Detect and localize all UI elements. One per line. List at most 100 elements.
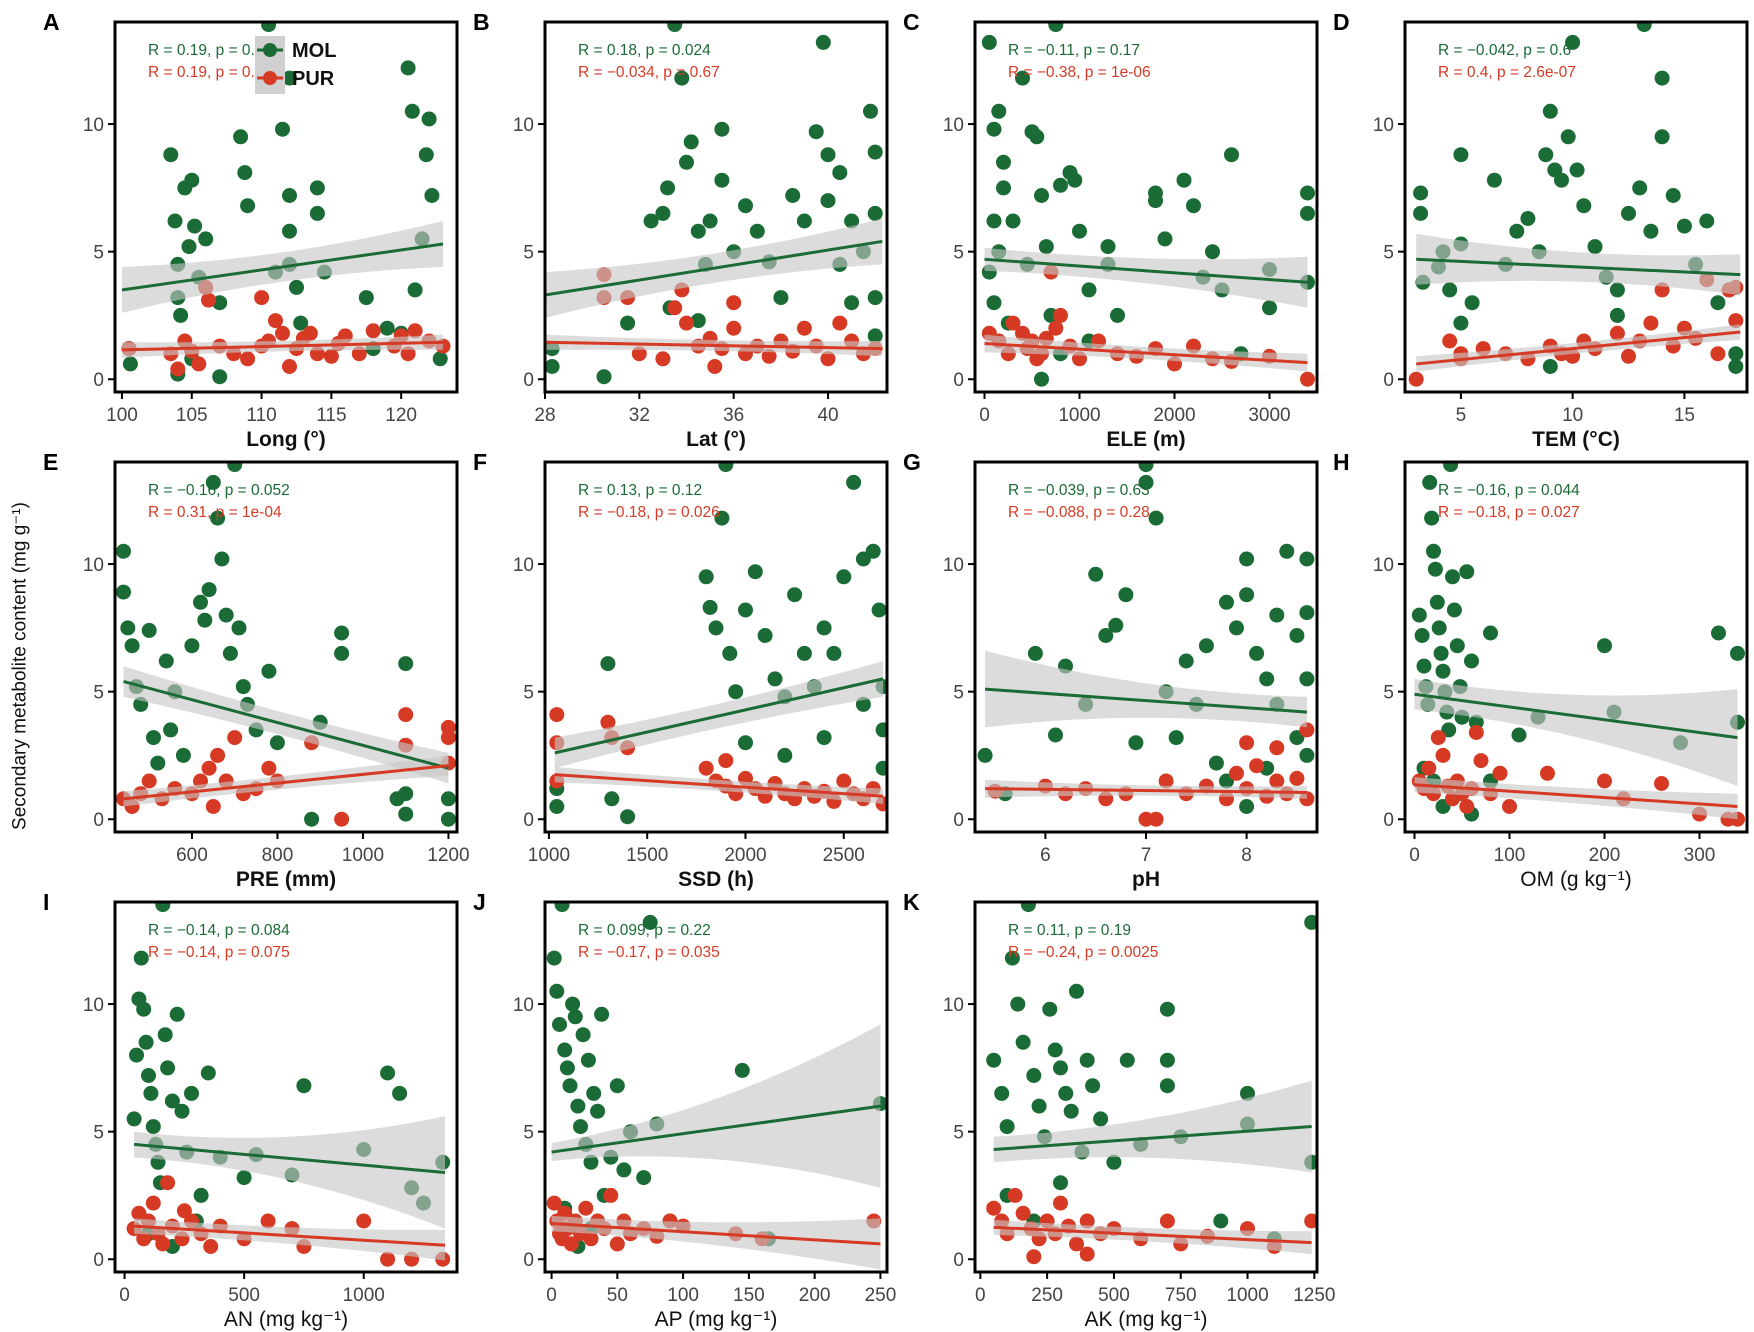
data-point-pur — [1053, 307, 1068, 323]
data-point-mol — [129, 1047, 144, 1063]
data-point-mol — [867, 205, 883, 221]
panel-frame — [543, 20, 889, 394]
data-point-mol — [261, 663, 277, 679]
data-point-mol — [1058, 1085, 1074, 1101]
data-point-pur — [609, 1236, 625, 1252]
x-tick-label: 10 — [1562, 405, 1583, 426]
data-point-mol — [583, 1154, 599, 1170]
data-point-pur — [667, 300, 683, 316]
data-point-mol — [334, 645, 350, 661]
data-point-mol — [867, 328, 883, 344]
x-tick-label: 600 — [176, 845, 208, 866]
x-tick-label: 5 — [1456, 405, 1467, 426]
data-point-pur — [1502, 799, 1517, 814]
fit-line-pur — [985, 787, 1307, 794]
data-point-mol — [150, 755, 166, 771]
panel-letter: G — [903, 449, 921, 475]
data-point-mol — [832, 165, 848, 181]
confidence-band-pur — [551, 1215, 881, 1270]
data-point-mol — [1034, 188, 1049, 203]
data-point-pur — [1621, 348, 1636, 364]
data-point-pur — [145, 1195, 161, 1211]
data-point-mol — [545, 359, 560, 374]
data-point-pur — [1597, 773, 1612, 789]
data-point-mol — [141, 622, 157, 638]
data-point-mol — [1542, 103, 1558, 119]
data-point-mol — [844, 213, 860, 229]
data-point-pur — [1473, 753, 1489, 769]
x-tick-label: 36 — [723, 405, 744, 426]
data-point-mol — [1710, 295, 1726, 311]
y-tick-label: 5 — [1383, 243, 1394, 264]
data-point-pur — [820, 351, 836, 367]
x-tick-label: 150 — [733, 1285, 765, 1306]
data-point-mol — [1435, 663, 1451, 679]
data-point-mol — [1053, 177, 1068, 193]
y-tick-label: 5 — [1383, 683, 1394, 704]
fit-line-pur — [993, 1225, 1312, 1245]
data-point-mol — [1427, 561, 1443, 577]
data-point-mol — [174, 1103, 190, 1119]
data-point-mol — [404, 103, 420, 119]
data-point-pur — [254, 290, 270, 306]
data-point-mol — [1643, 223, 1659, 239]
data-point-mol — [1289, 628, 1305, 643]
data-point-pur — [205, 799, 221, 814]
stat-annotation-pur: R = −0.38, p = 1e-06 — [1008, 64, 1151, 81]
data-point-mol — [1010, 996, 1026, 1012]
data-point-mol — [214, 551, 230, 567]
data-point-mol — [1118, 587, 1134, 603]
x-tick-label: 100 — [667, 1285, 699, 1306]
fit-line-pur — [551, 1222, 881, 1246]
data-point-mol — [1159, 1052, 1175, 1068]
data-point-pur — [1710, 346, 1726, 362]
data-point-mol — [1609, 282, 1625, 298]
data-point-mol — [418, 147, 434, 163]
data-point-mol — [1632, 180, 1648, 196]
data-point-mol — [261, 22, 277, 33]
data-point-mol — [594, 1006, 610, 1022]
data-point-mol — [1262, 300, 1277, 316]
data-point-mol — [1198, 638, 1214, 654]
data-point-mol — [738, 602, 753, 618]
data-point-mol — [136, 1001, 152, 1017]
data-point-mol — [1088, 566, 1104, 582]
data-point-pur — [334, 811, 350, 827]
data-point-mol — [237, 165, 253, 181]
data-point-mol — [201, 582, 217, 598]
panel-letter: K — [903, 889, 920, 915]
data-point-pur — [726, 295, 742, 311]
confidence-band-mol — [134, 1116, 445, 1229]
data-point-pur — [546, 1195, 562, 1211]
plot-area — [126, 902, 451, 1267]
data-point-pur — [1229, 765, 1244, 781]
panel-e: E 600 800 1000 1200 0 5 10 PRE (mm) R = −0.16, p … — [43, 449, 470, 891]
confidence-band-mol — [993, 1080, 1312, 1173]
data-point-mol — [1509, 223, 1525, 239]
x-tick-label: 7 — [1141, 845, 1152, 866]
confidence-band-pur — [993, 1219, 1312, 1255]
panel-frame — [1403, 20, 1749, 394]
x-tick-label: 750 — [1165, 1285, 1197, 1306]
stat-annotation-pur: R = −0.17, p = 0.035 — [578, 944, 720, 961]
data-point-pur — [1408, 371, 1424, 387]
data-point-mol — [609, 1078, 625, 1094]
data-point-mol — [1413, 185, 1429, 201]
data-point-pur — [1300, 371, 1315, 387]
data-point-mol — [679, 154, 694, 170]
y-tick-label: 0 — [953, 1250, 964, 1271]
data-point-pur — [1654, 776, 1669, 791]
data-point-mol — [1093, 1111, 1109, 1127]
data-point-mol — [1304, 914, 1317, 930]
data-point-mol — [820, 147, 836, 163]
stat-annotation-mol: R = −0.16, p = 0.044 — [1438, 482, 1580, 499]
data-point-mol — [1048, 727, 1063, 743]
x-tick-label: 15 — [1674, 405, 1695, 426]
data-point-mol — [1138, 462, 1154, 473]
panel-j: J 0 50 100 150 200 250 0 5 10 AP (mg kg⁻¹) R = 0.09… — [473, 889, 896, 1331]
data-point-mol — [227, 462, 243, 473]
data-point-mol — [187, 218, 203, 234]
data-point-mol — [642, 914, 658, 930]
data-point-mol — [546, 950, 562, 966]
